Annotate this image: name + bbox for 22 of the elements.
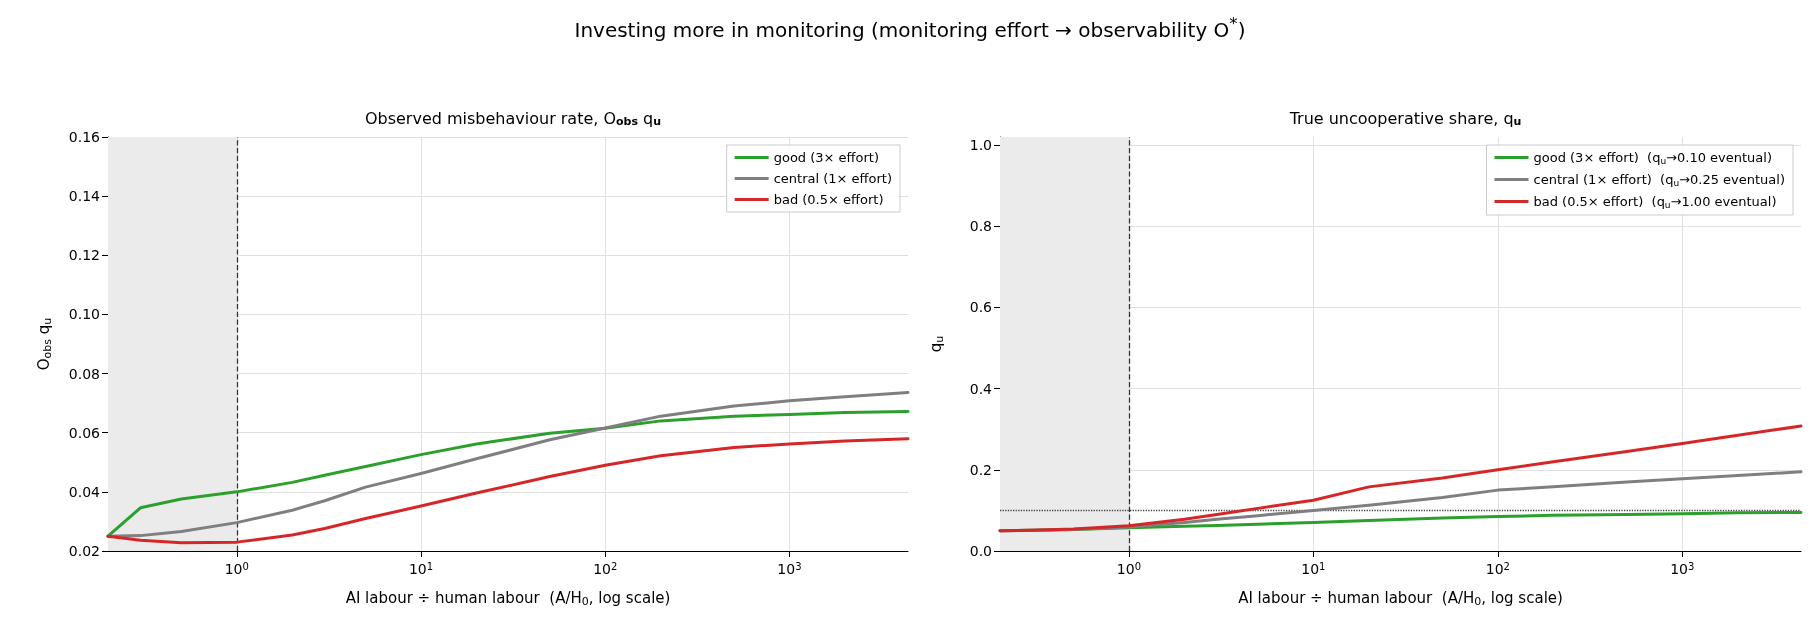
y-tick-label: 0.06	[68, 424, 101, 441]
y-tick-label: 0.10	[68, 306, 100, 323]
text: Investing more in monitoring (monitoring effort → observability O$^{*}$)	[573, 14, 1247, 42]
y-tick-label: 0.04	[68, 483, 101, 500]
legend-label: central (1× effort)	[773, 171, 892, 186]
chart-title: True uncooperative share, qu	[1288, 108, 1522, 128]
legend-label: bad (0.5× effort)	[773, 192, 884, 207]
y-tick-label: 0.6	[969, 299, 993, 316]
y-tick-label: 0.02	[68, 543, 100, 559]
y-tick-label: 0.2	[969, 461, 992, 478]
y-tick-label: 0.4	[969, 380, 993, 397]
y-tick-label: 0.16	[68, 129, 101, 145]
y-tick-label: 0.8	[969, 218, 992, 235]
chart-title: Observed misbehaviour rate, Oobs qu	[364, 108, 662, 128]
legend-label: good (3× effort)	[773, 150, 880, 165]
y-axis-title: qu	[927, 335, 946, 353]
y-tick-label: 0.12	[68, 247, 100, 264]
y-tick-label: 0.14	[68, 188, 101, 205]
y-tick-label: 0.08	[68, 365, 100, 382]
y-tick-label: 1.0	[969, 137, 992, 154]
y-tick-label: 0.0	[969, 543, 992, 559]
y-axis-title: Oobs qu	[35, 317, 54, 371]
